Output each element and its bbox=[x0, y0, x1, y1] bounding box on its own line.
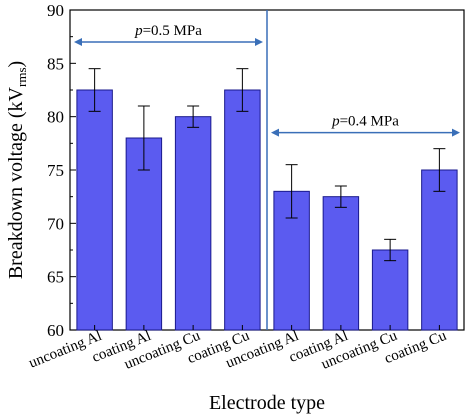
bar bbox=[371, 249, 409, 331]
y-axis-title-main: Breakdown voltage (kV bbox=[5, 86, 27, 279]
y-tick-label: 75 bbox=[47, 161, 64, 180]
y-axis: 60 65 70 75 80 85 90 bbox=[47, 1, 76, 340]
y-tick-label: 60 bbox=[47, 321, 64, 340]
y-axis-title-subscript: rms bbox=[14, 68, 29, 88]
group-pressure-label: p=0.4 MPa bbox=[331, 114, 399, 130]
pressure-value: =0.4 MPa bbox=[340, 114, 400, 130]
y-tick-label: 65 bbox=[47, 268, 64, 287]
pressure-symbol: p bbox=[134, 23, 143, 39]
y-tick-label: 85 bbox=[47, 54, 64, 73]
pressure-symbol: p bbox=[331, 114, 340, 130]
y-axis-title-close: ) bbox=[5, 61, 27, 68]
arrowhead-right-icon bbox=[255, 38, 263, 46]
bar bbox=[224, 89, 261, 331]
y-axis-title: Breakdown voltage (kVrms) bbox=[5, 61, 29, 279]
bar bbox=[322, 196, 360, 331]
bar bbox=[174, 116, 212, 331]
x-axis-title: Electrode type bbox=[209, 392, 325, 414]
y-tick-label: 80 bbox=[47, 108, 64, 127]
arrowhead-right-icon bbox=[452, 128, 460, 137]
y-tick-label: 90 bbox=[47, 1, 64, 20]
group-pressure-label: p=0.5 MPa bbox=[134, 23, 202, 39]
bar bbox=[76, 89, 113, 331]
arrowhead-left-icon bbox=[74, 38, 82, 46]
bars-group bbox=[76, 68, 458, 331]
bar bbox=[421, 169, 458, 331]
pressure-value: =0.5 MPa bbox=[143, 23, 203, 39]
arrowhead-left-icon bbox=[271, 128, 279, 137]
y-tick-label: 70 bbox=[47, 214, 64, 233]
